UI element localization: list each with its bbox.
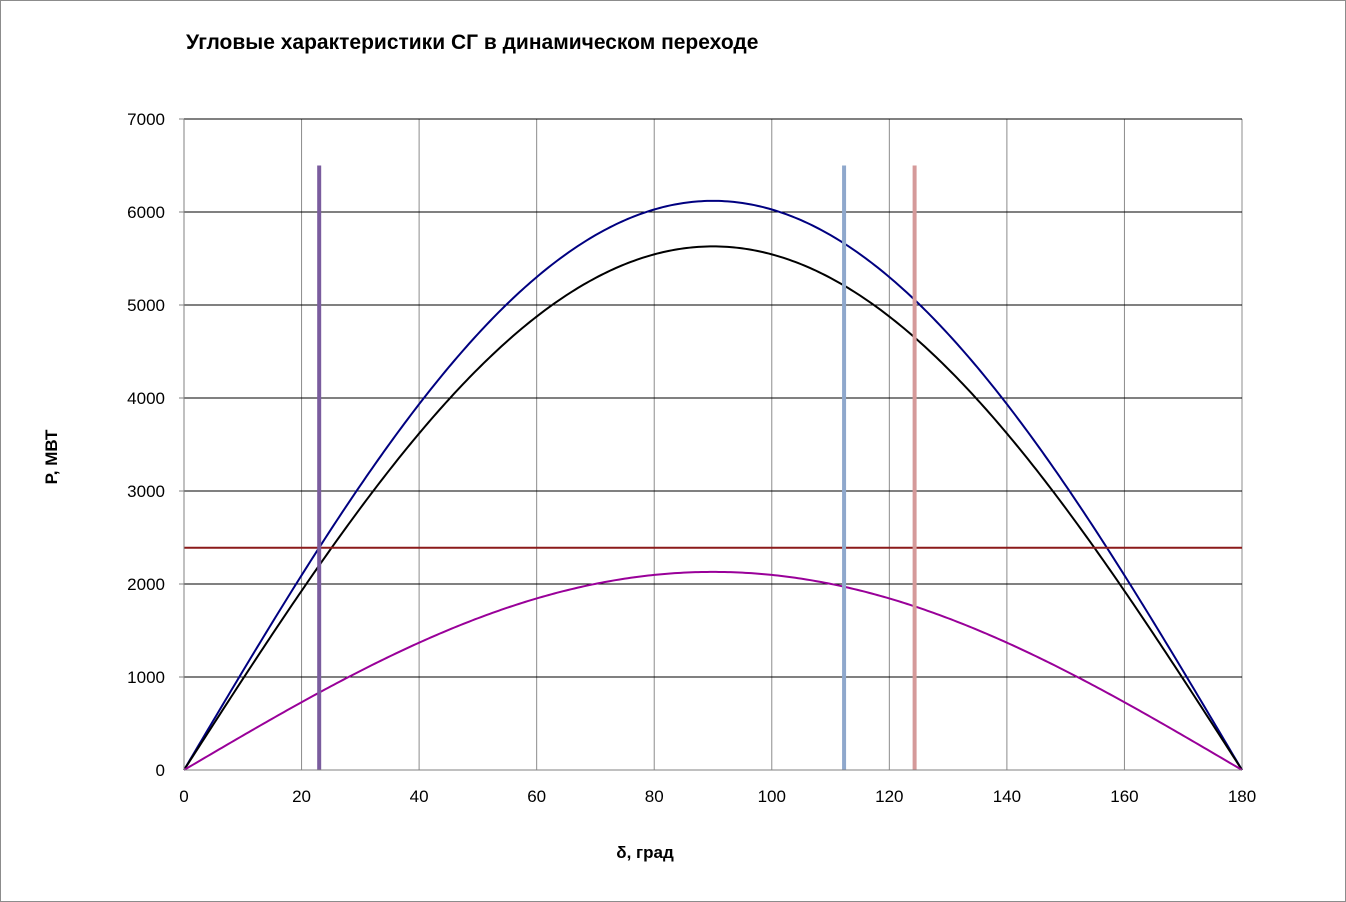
y-tick-label: 3000 xyxy=(127,482,165,501)
chart-title: Угловые характеристики СГ в динамическом… xyxy=(186,31,759,54)
tick-labels: 0 20 40 60 80 100 120 140 160 180 0 1000 2000 3000 400… xyxy=(127,110,1256,806)
y-tick-label: 1000 xyxy=(127,668,165,687)
x-tick-label: 80 xyxy=(645,787,664,806)
series-2-sine-curve xyxy=(183,245,1243,771)
x-tick-label: 20 xyxy=(292,787,311,806)
y-tick-label: 7000 xyxy=(127,110,165,129)
x-tick-label: 180 xyxy=(1228,787,1256,806)
x-tick-label: 40 xyxy=(410,787,429,806)
y-tick-label: 6000 xyxy=(127,203,165,222)
grid xyxy=(179,118,1243,770)
y-tick-label: 2000 xyxy=(127,575,165,594)
x-tick-label: 100 xyxy=(758,787,786,806)
x-tick-label: 0 xyxy=(179,787,188,806)
x-tick-label: 120 xyxy=(875,787,903,806)
x-tick-label: 140 xyxy=(993,787,1021,806)
y-tick-label: 5000 xyxy=(127,296,165,315)
x-axis-label: δ, град xyxy=(616,843,674,862)
series-1-sine-curve xyxy=(183,199,1243,771)
series-group xyxy=(183,165,1243,771)
series-3-sine-curve xyxy=(183,570,1243,771)
y-tick-label: 0 xyxy=(156,761,165,780)
axes xyxy=(183,119,1242,771)
y-tick-label: 4000 xyxy=(127,389,165,408)
x-tick-label: 160 xyxy=(1110,787,1138,806)
x-tick-label: 60 xyxy=(527,787,546,806)
